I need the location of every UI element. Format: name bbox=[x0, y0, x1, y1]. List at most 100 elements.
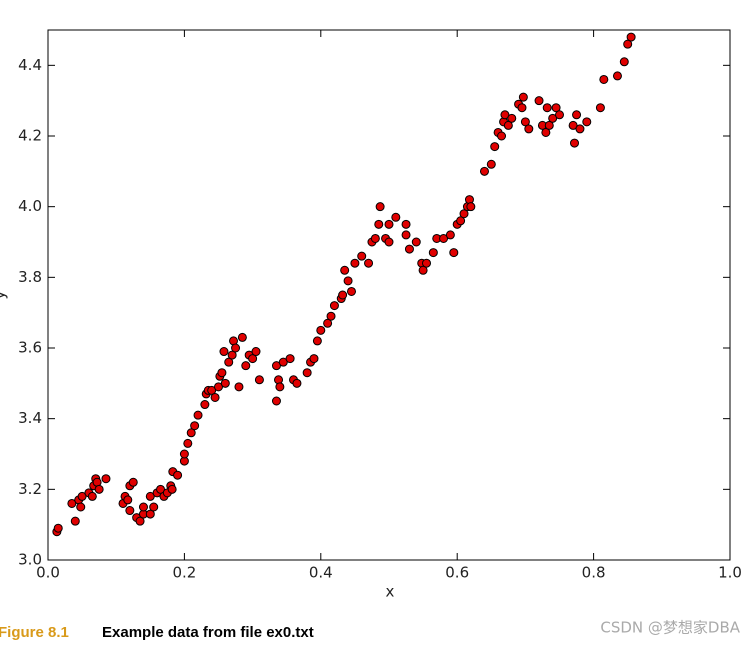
point bbox=[231, 343, 241, 353]
point bbox=[167, 484, 177, 494]
point bbox=[544, 120, 554, 130]
point bbox=[422, 258, 432, 268]
point bbox=[323, 318, 333, 328]
point bbox=[312, 336, 322, 346]
point bbox=[94, 484, 104, 494]
point bbox=[292, 378, 302, 388]
x-tick-label: 0.4 bbox=[309, 564, 333, 582]
point bbox=[237, 332, 247, 342]
point bbox=[384, 237, 394, 247]
point bbox=[391, 212, 401, 222]
point bbox=[623, 39, 633, 49]
point bbox=[138, 502, 148, 512]
point bbox=[186, 428, 196, 438]
point bbox=[459, 209, 469, 219]
point bbox=[548, 113, 558, 123]
point bbox=[411, 237, 421, 247]
x-tick-label: 0.8 bbox=[582, 564, 606, 582]
point bbox=[217, 368, 227, 378]
point bbox=[316, 325, 326, 335]
point bbox=[346, 286, 356, 296]
point bbox=[456, 216, 466, 226]
point bbox=[210, 392, 220, 402]
point bbox=[572, 110, 582, 120]
point bbox=[251, 347, 261, 357]
point bbox=[534, 96, 544, 106]
point bbox=[503, 120, 513, 130]
figure-caption: Example data from file ex0.txt bbox=[102, 624, 314, 641]
point bbox=[445, 230, 455, 240]
x-axis-label: x bbox=[386, 583, 395, 601]
point bbox=[595, 103, 605, 113]
point bbox=[490, 142, 500, 152]
point bbox=[183, 438, 193, 448]
point bbox=[340, 265, 350, 275]
point bbox=[123, 495, 133, 505]
point bbox=[439, 233, 449, 243]
y-tick-label: 4.0 bbox=[18, 197, 42, 215]
point bbox=[200, 400, 210, 410]
x-tick-label: 0.0 bbox=[36, 564, 60, 582]
point bbox=[179, 449, 189, 459]
point bbox=[570, 138, 580, 148]
point bbox=[517, 103, 527, 113]
x-tick-label: 0.6 bbox=[445, 564, 469, 582]
point bbox=[466, 202, 476, 212]
point bbox=[575, 124, 585, 134]
point bbox=[145, 509, 155, 519]
point bbox=[128, 477, 138, 487]
point bbox=[207, 385, 217, 395]
point bbox=[67, 498, 77, 508]
point bbox=[285, 354, 295, 364]
point bbox=[486, 159, 496, 169]
point bbox=[582, 117, 592, 127]
x-tick-label: 1.0 bbox=[718, 564, 742, 582]
point bbox=[149, 502, 159, 512]
point bbox=[350, 258, 360, 268]
point bbox=[219, 347, 229, 357]
watermark: CSDN @梦想家DBA bbox=[600, 619, 740, 637]
point bbox=[87, 491, 97, 501]
point bbox=[275, 382, 285, 392]
point bbox=[326, 311, 336, 321]
point bbox=[541, 127, 551, 137]
point bbox=[370, 233, 380, 243]
point bbox=[401, 230, 411, 240]
point bbox=[555, 110, 564, 120]
point bbox=[70, 516, 80, 526]
point bbox=[375, 202, 385, 212]
y-tick-label: 3.4 bbox=[18, 409, 42, 427]
point bbox=[497, 131, 507, 141]
point bbox=[524, 124, 534, 134]
y-tick-label: 4.4 bbox=[18, 56, 42, 74]
y-tick-label: 3.6 bbox=[18, 339, 42, 357]
point bbox=[77, 491, 87, 501]
y-tick-label: 3.8 bbox=[18, 268, 42, 286]
point bbox=[220, 378, 230, 388]
point bbox=[156, 484, 166, 494]
point bbox=[338, 290, 348, 300]
y-axis-label: y bbox=[0, 290, 9, 299]
point bbox=[234, 382, 244, 392]
point bbox=[384, 219, 394, 229]
axes-frame bbox=[47, 29, 731, 561]
y-tick-label: 4.2 bbox=[18, 127, 42, 145]
point bbox=[76, 502, 86, 512]
point bbox=[418, 265, 428, 275]
figure-label: Figure 8.1 bbox=[0, 624, 69, 641]
point bbox=[193, 410, 203, 420]
point bbox=[145, 491, 155, 501]
point bbox=[254, 375, 264, 385]
point bbox=[343, 276, 353, 286]
point bbox=[374, 219, 384, 229]
point bbox=[302, 368, 312, 378]
point bbox=[227, 350, 237, 360]
point bbox=[507, 113, 517, 123]
point bbox=[599, 74, 609, 84]
point bbox=[125, 506, 135, 516]
x-tick-label: 0.2 bbox=[172, 564, 196, 582]
point bbox=[53, 523, 63, 533]
point bbox=[135, 516, 145, 526]
